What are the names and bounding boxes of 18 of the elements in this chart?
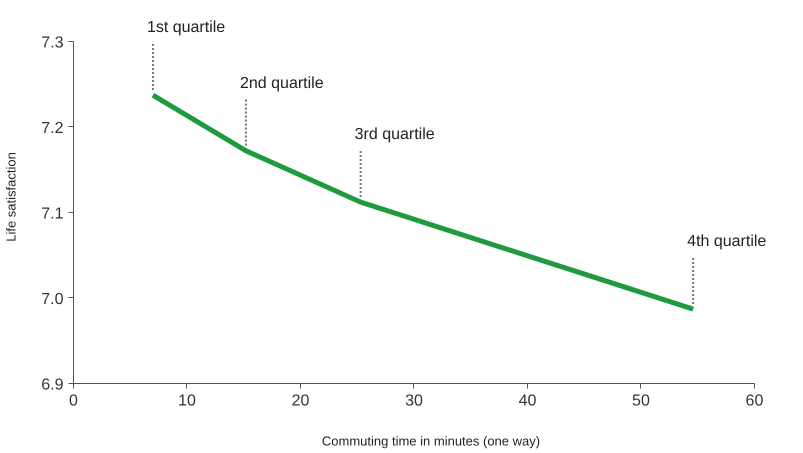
annotation: 2nd quartile bbox=[240, 74, 324, 92]
annotation: 1st quartile bbox=[146, 19, 226, 36]
x-tick-label: 30 bbox=[405, 392, 423, 410]
y-tick-label: 7.0 bbox=[41, 290, 64, 308]
y-tick-label: 7.1 bbox=[41, 205, 64, 222]
x-tick-label: 50 bbox=[632, 392, 650, 410]
y-axis-title: Life satisfaction bbox=[3, 152, 18, 242]
y-tick-label: 7.2 bbox=[41, 120, 64, 137]
x-axis-title: Commuting time in minutes (one way) bbox=[322, 434, 540, 448]
x-tick-label: 20 bbox=[292, 392, 310, 410]
x-tick-label: 60 bbox=[746, 392, 764, 410]
x-tick-label: 40 bbox=[518, 392, 536, 410]
x-tick-label: 10 bbox=[178, 392, 196, 410]
annotation: 3rd quartile bbox=[354, 126, 435, 144]
annotation: 4th quartile bbox=[687, 233, 766, 250]
y-tick-label: 6.9 bbox=[41, 376, 64, 394]
x-tick-label: 0 bbox=[69, 392, 78, 410]
y-tick-label: 7.3 bbox=[41, 34, 64, 52]
